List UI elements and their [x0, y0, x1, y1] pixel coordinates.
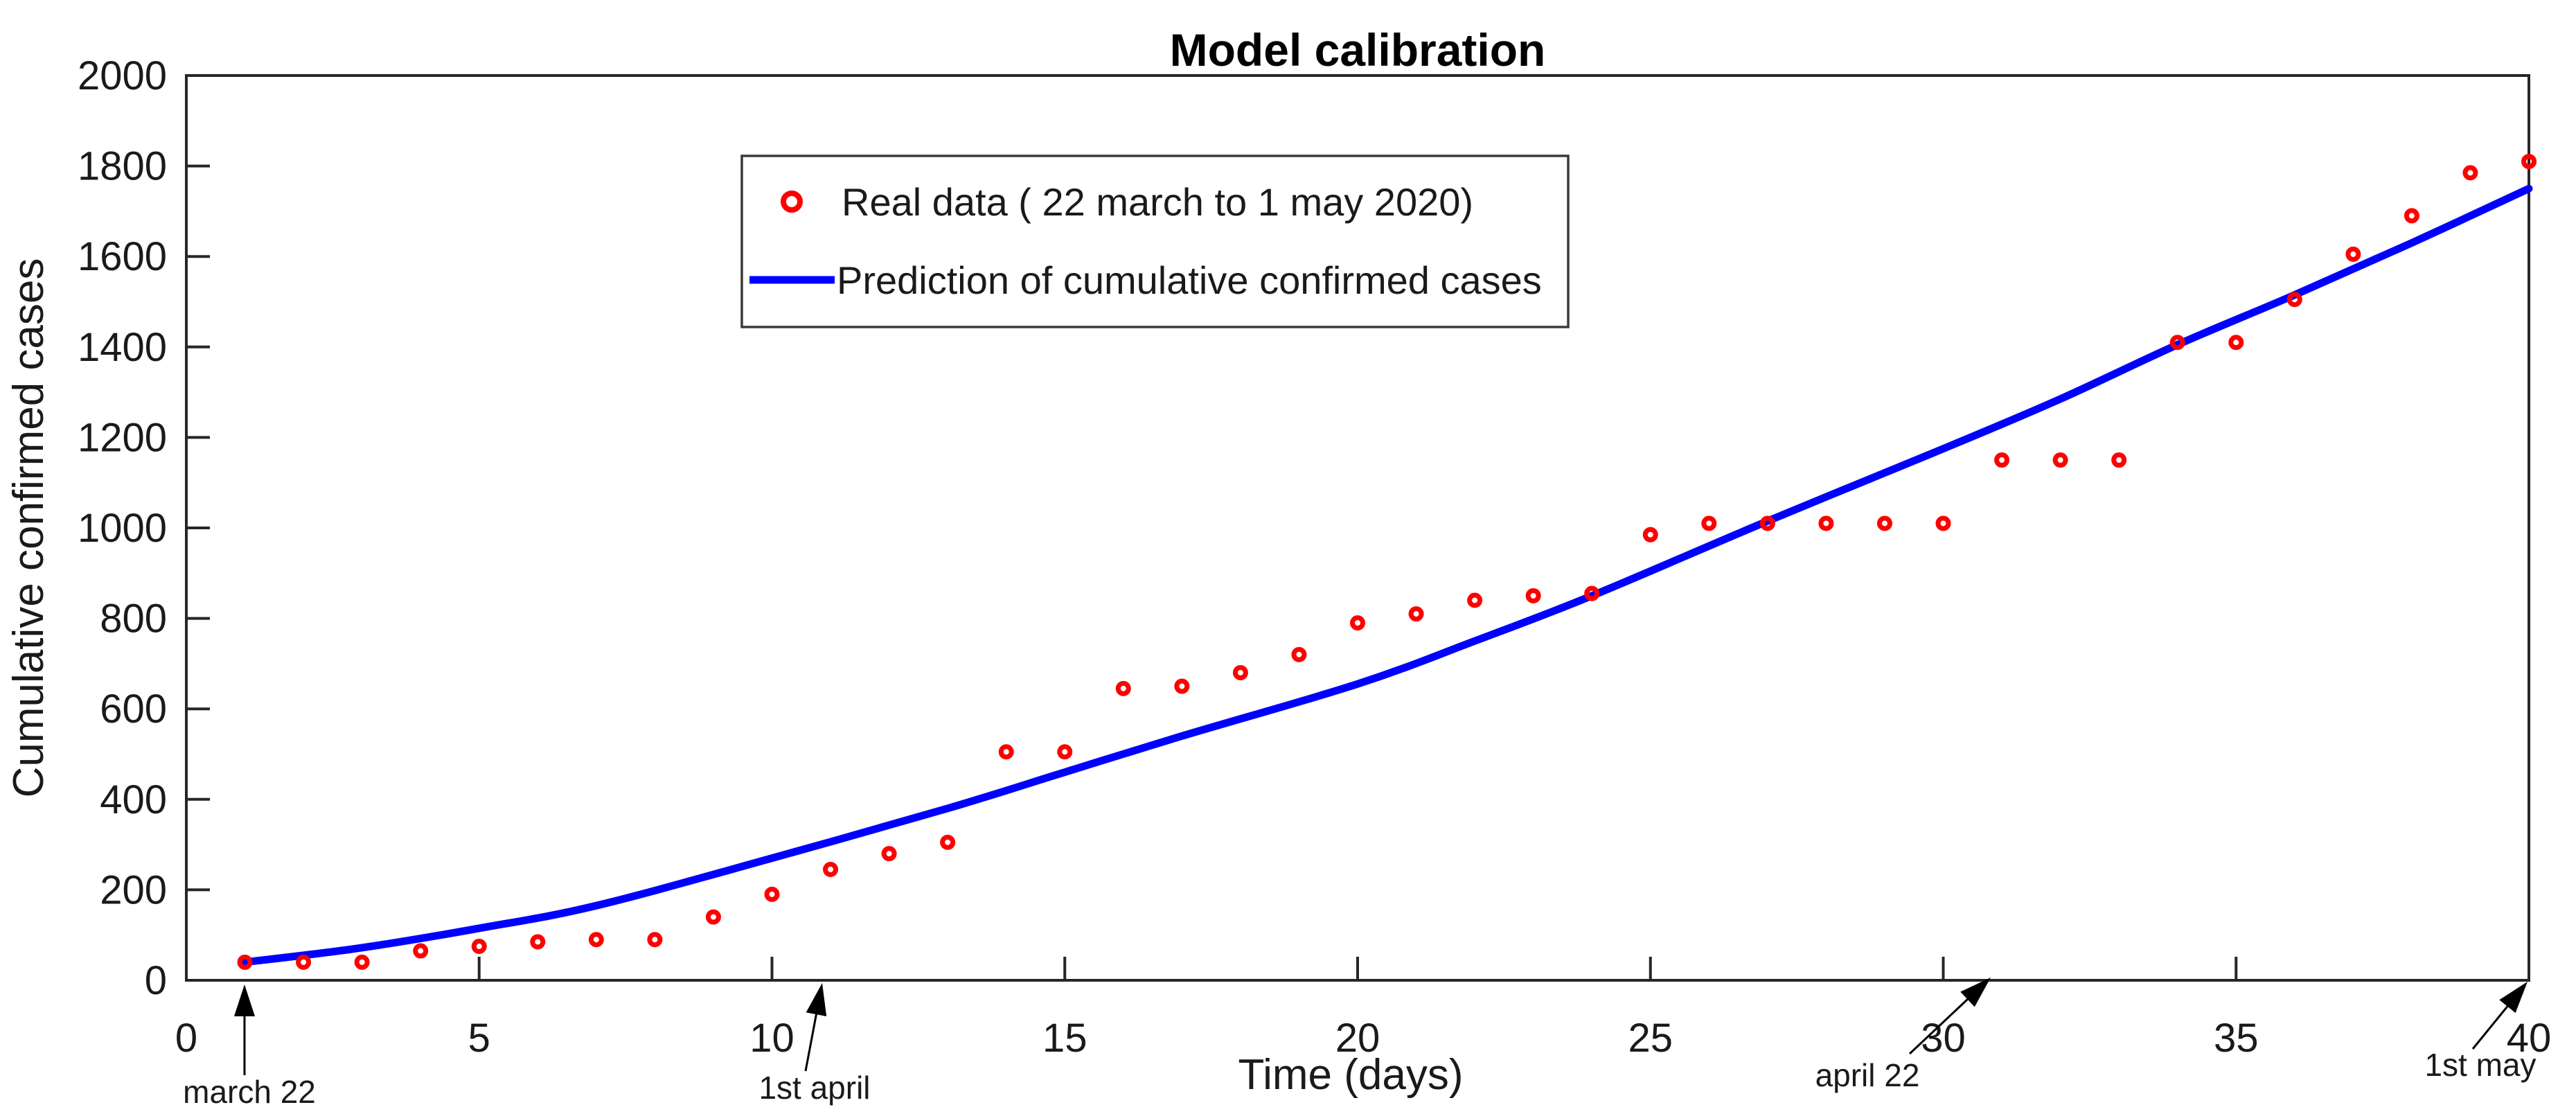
data-point-marker	[354, 954, 370, 970]
annotation-label: 1st april	[758, 1070, 870, 1106]
y-tick-label: 2000	[78, 53, 167, 98]
data-point-marker	[1935, 515, 1951, 531]
data-point-marker	[881, 846, 897, 862]
x-tick-label: 5	[468, 1016, 490, 1061]
data-point-marker	[823, 862, 839, 878]
data-point-marker	[647, 932, 663, 948]
annotation-arrow-line	[804, 1010, 819, 1072]
annotation-arrowhead-icon	[234, 984, 255, 1016]
data-point-marker	[2521, 154, 2537, 170]
y-tick-label: 600	[100, 687, 167, 732]
data-point-marker	[764, 886, 780, 902]
data-point-marker	[998, 744, 1014, 760]
data-point-marker	[940, 834, 956, 850]
data-point-marker	[1408, 606, 1424, 622]
y-tick-label: 1800	[78, 144, 167, 189]
annotation-label: 1st may	[2424, 1047, 2536, 1083]
x-tick-label: 20	[1335, 1016, 1380, 1061]
data-point-marker	[2052, 452, 2068, 468]
data-point-marker	[1174, 678, 1190, 694]
data-point-marker	[1115, 680, 1131, 696]
data-point-marker	[705, 909, 721, 925]
data-point-marker	[1994, 452, 2010, 468]
data-point-marker	[1642, 527, 1658, 542]
data-point-marker	[2404, 208, 2419, 224]
data-point-marker	[1291, 646, 1307, 662]
legend-real-data-marker-icon	[781, 191, 803, 213]
y-tick-label: 0	[145, 958, 167, 1003]
legend-box: Real data ( 22 march to 1 may 2020) Pred…	[740, 154, 1570, 328]
data-point-marker	[1525, 587, 1541, 603]
data-point-marker	[1584, 585, 1600, 601]
annotation-label: march 22	[183, 1074, 316, 1110]
data-point-marker	[1701, 515, 1717, 531]
data-point-marker	[1057, 744, 1073, 760]
y-tick-label: 1200	[78, 415, 167, 460]
annotation-arrowhead-icon	[2499, 982, 2528, 1014]
chart-title: Model calibration	[1170, 24, 1546, 76]
data-point-marker	[413, 943, 429, 959]
legend-real-data-label: Real data ( 22 march to 1 may 2020)	[842, 180, 1473, 224]
legend-prediction-label: Prediction of cumulative confirmed cases	[837, 258, 1542, 302]
data-point-marker	[1350, 615, 1365, 631]
x-tick-label: 25	[1628, 1016, 1673, 1061]
data-point-marker	[1467, 592, 1483, 608]
annotation-label: april 22	[1815, 1057, 1920, 1093]
data-point-marker	[2462, 165, 2478, 181]
data-point-marker	[2228, 335, 2244, 351]
data-point-marker	[1876, 515, 1892, 531]
annotation-arrowhead-icon	[1960, 978, 1991, 1007]
x-tick-label: 15	[1042, 1016, 1087, 1061]
legend-border	[740, 154, 1570, 328]
annotation-arrow-line	[2471, 1002, 2511, 1050]
data-point-marker	[2111, 452, 2127, 468]
annotations: march 22 1st april april 22 1st may	[183, 978, 2537, 1110]
x-tick-label: 35	[2214, 1016, 2259, 1061]
x-tick-label: 40	[2507, 1016, 2552, 1061]
data-point-marker	[1818, 515, 1834, 531]
x-tick-label: 10	[749, 1016, 794, 1061]
data-point-marker	[588, 932, 604, 948]
data-point-marker	[1232, 664, 1248, 680]
data-point-marker	[1759, 515, 1775, 531]
y-tick-label: 400	[100, 777, 167, 822]
prediction-line	[241, 184, 2533, 966]
y-tick-label: 1600	[78, 234, 167, 279]
annotation-arrow-line	[1908, 996, 1971, 1055]
annotation-arrowhead-icon	[806, 983, 827, 1016]
data-series	[237, 154, 2537, 970]
data-point-marker	[471, 939, 487, 955]
data-point-marker	[296, 954, 312, 970]
x-axis-label: Time (days)	[1238, 1051, 1464, 1099]
data-point-marker	[530, 934, 546, 950]
axis-ticks: 0 5 10 15 20 25 30 35 40020040060080010001200140…	[78, 53, 2551, 1061]
data-point-marker	[2169, 335, 2185, 351]
y-axis-label: Cumulative confirmed cases	[5, 258, 53, 798]
y-tick-label: 800	[100, 596, 167, 642]
data-point-marker	[237, 954, 253, 970]
data-point-marker	[2286, 292, 2302, 308]
y-tick-label: 1400	[78, 325, 167, 370]
x-tick-label: 0	[175, 1016, 197, 1061]
data-point-marker	[2345, 246, 2361, 262]
y-tick-label: 200	[100, 867, 167, 912]
y-tick-label: 1000	[78, 506, 167, 551]
